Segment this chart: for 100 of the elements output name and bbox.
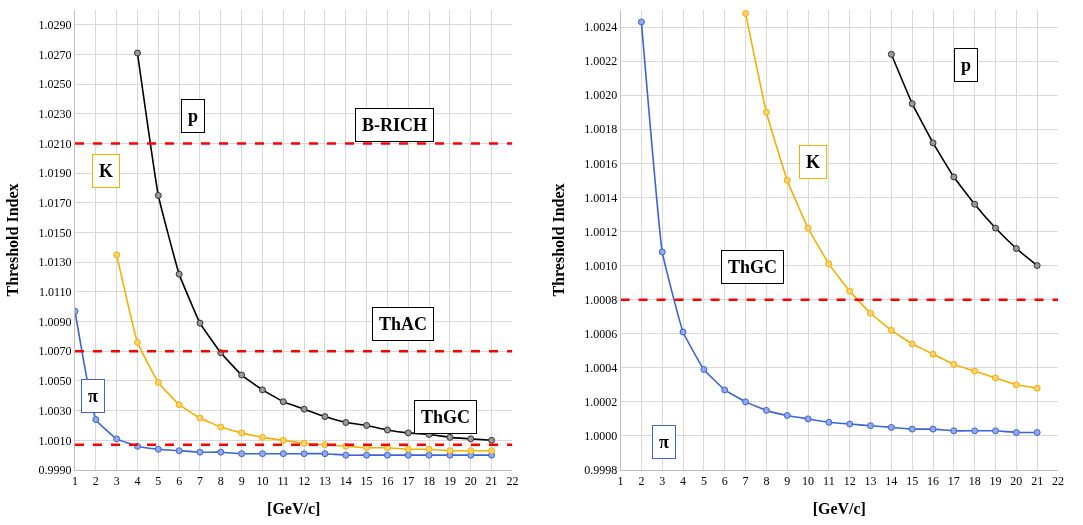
point <box>238 429 246 437</box>
x-tick-label: 7 <box>196 474 203 489</box>
x-tick-label: 22 <box>506 474 519 489</box>
x-tick-label: 16 <box>927 474 940 489</box>
y-tick-label: 1.0290 <box>38 18 72 33</box>
point <box>929 425 937 433</box>
point <box>867 422 875 430</box>
y-tick-label: 1.0110 <box>39 285 72 300</box>
point <box>217 423 225 431</box>
point <box>467 447 475 455</box>
x-tick-label: 18 <box>968 474 981 489</box>
point <box>154 445 162 453</box>
point <box>425 445 433 453</box>
x-tick-label: 14 <box>339 474 352 489</box>
y-tick-label: 1.0022 <box>584 54 618 69</box>
x-tick-label: 17 <box>947 474 960 489</box>
x-tick-label: 9 <box>238 474 245 489</box>
point <box>762 108 770 116</box>
point <box>783 411 791 419</box>
point <box>742 10 750 17</box>
point <box>742 398 750 406</box>
point <box>300 439 308 447</box>
point <box>846 287 854 295</box>
x-axis-title: [GeV/c] <box>267 500 321 518</box>
x-tick-label: 14 <box>885 474 898 489</box>
x-tick-label: 21 <box>485 474 498 489</box>
point <box>1012 381 1020 389</box>
y-tick-label: 1.0150 <box>38 225 72 240</box>
point <box>950 360 958 368</box>
ref-line-label: ThGC <box>421 407 471 427</box>
series-label: π <box>88 386 98 406</box>
y-tick-label: 1.0010 <box>584 258 618 273</box>
x-tick-label: 6 <box>176 474 183 489</box>
y-tick-label: 1.0012 <box>584 224 618 239</box>
point <box>196 448 204 456</box>
y-tick-label: 0.9990 <box>38 463 72 478</box>
point <box>175 447 183 455</box>
point <box>825 418 833 426</box>
point <box>908 340 916 348</box>
point <box>637 18 645 26</box>
point <box>992 374 1000 382</box>
x-tick-label: 22 <box>1052 474 1065 489</box>
x-tick-label: 5 <box>155 474 162 489</box>
x-tick-label: 19 <box>989 474 1002 489</box>
point <box>804 224 812 232</box>
point <box>404 451 412 459</box>
point <box>133 338 141 346</box>
x-tick-label: 9 <box>784 474 791 489</box>
point <box>404 445 412 453</box>
x-tick-label: 16 <box>381 474 394 489</box>
x-tick-label: 20 <box>1010 474 1023 489</box>
x-tick-label: 12 <box>298 474 311 489</box>
point <box>1033 384 1041 392</box>
point <box>679 328 687 336</box>
point <box>92 416 100 424</box>
y-tick-label: 1.0070 <box>38 344 72 359</box>
text: π <box>659 432 669 452</box>
text: p <box>188 106 199 126</box>
y-tick-label: 1.0014 <box>584 190 618 205</box>
x-tick-label: 1 <box>617 474 624 489</box>
x-tick-label: 10 <box>256 474 269 489</box>
point <box>846 420 854 428</box>
point <box>971 427 979 435</box>
y-tick-label: 1.0130 <box>38 255 72 270</box>
y-tick-label: 1.0230 <box>38 107 72 122</box>
point <box>658 248 666 256</box>
x-tick-label: 10 <box>802 474 815 489</box>
x-tick-label: 4 <box>680 474 687 489</box>
point <box>825 260 833 268</box>
point <box>488 447 496 455</box>
point <box>867 309 875 317</box>
point <box>783 176 791 184</box>
point <box>154 378 162 386</box>
y-axis-title: Threshold Index <box>550 183 568 297</box>
x-tick-label: 5 <box>700 474 707 489</box>
x-tick-label: 15 <box>906 474 919 489</box>
point <box>175 401 183 409</box>
point <box>804 415 812 423</box>
y-tick-label: 1.0004 <box>584 360 618 375</box>
point <box>425 451 433 459</box>
x-tick-label: 11 <box>823 474 835 489</box>
point <box>929 350 937 358</box>
x-tick-label: 12 <box>843 474 856 489</box>
x-tick-label: 7 <box>742 474 749 489</box>
point <box>363 451 371 459</box>
ref-line-label: B-RICH <box>362 115 428 135</box>
x-tick-label: 20 <box>464 474 477 489</box>
x-tick-label: 8 <box>217 474 224 489</box>
point <box>721 386 729 394</box>
x-tick-label: 2 <box>92 474 99 489</box>
point <box>113 435 121 443</box>
y-tick-label: 1.0006 <box>584 326 618 341</box>
x-tick-label: 19 <box>443 474 456 489</box>
series-label: K <box>806 152 821 172</box>
x-tick-label: 18 <box>423 474 436 489</box>
x-tick-label: 13 <box>864 474 877 489</box>
point <box>887 326 895 334</box>
ref-line-label: ThGC <box>728 257 778 277</box>
y-tick-label: 1.0020 <box>584 88 618 103</box>
y-tick-label: 1.0030 <box>38 403 72 418</box>
